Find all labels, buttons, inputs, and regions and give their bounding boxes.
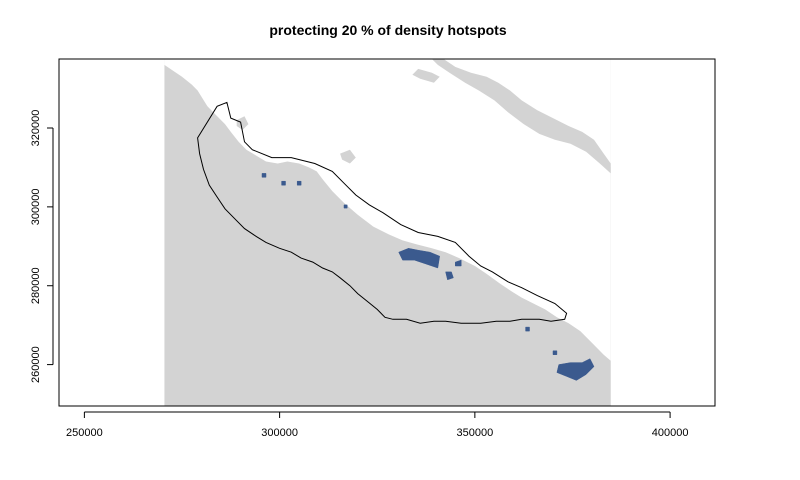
y-tick-label: 300000 <box>30 189 42 226</box>
land-island <box>431 59 611 174</box>
study-area-boundary <box>197 101 568 324</box>
x-tick-label: 350000 <box>456 427 493 439</box>
x-tick-label: 400000 <box>652 427 689 439</box>
land-island <box>412 68 440 83</box>
hotspot-area <box>455 259 462 267</box>
hotspot-area <box>445 271 454 281</box>
water-southwest-sea <box>164 59 611 361</box>
hotspot-area <box>296 180 302 186</box>
x-tick-label: 300000 <box>261 427 298 439</box>
hotspot-area <box>398 248 440 269</box>
hotspot-area <box>261 173 267 178</box>
hotspot-area <box>281 180 286 186</box>
hotspot-area <box>552 350 558 355</box>
water-northeast-strip <box>482 59 611 168</box>
hotspot-area <box>343 204 348 209</box>
chart-title: protecting 20 % of density hotspots <box>269 22 507 38</box>
hotspot-area <box>556 358 595 381</box>
land-island <box>236 116 249 130</box>
land-island <box>340 149 356 164</box>
plot-frame <box>58 58 716 407</box>
y-tick-label: 260000 <box>30 346 42 383</box>
y-tick-label: 320000 <box>30 110 42 147</box>
hotspot-area <box>525 326 530 332</box>
y-tick-label: 280000 <box>30 267 42 304</box>
x-tick-label: 250000 <box>66 427 103 439</box>
